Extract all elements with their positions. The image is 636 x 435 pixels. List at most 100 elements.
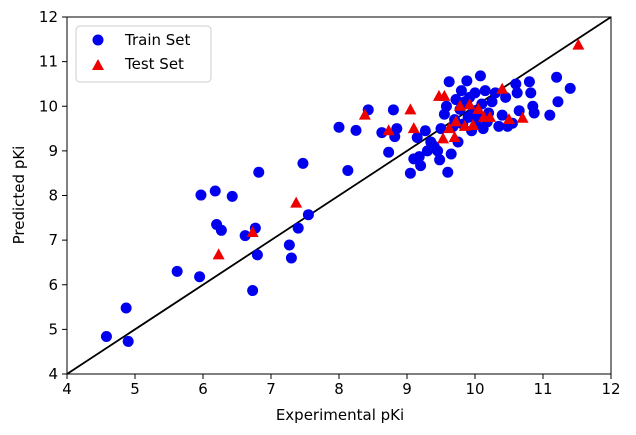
x-tick-label: 12 — [601, 380, 620, 398]
legend-train-label: Train Set — [124, 31, 191, 49]
train-point — [376, 127, 388, 139]
y-axis-label: Predicted pKi — [10, 146, 28, 245]
y-tick-label: 12 — [39, 8, 58, 26]
legend-train-marker — [92, 34, 104, 46]
train-point — [461, 75, 473, 87]
train-point — [404, 167, 416, 179]
y-tick-label: 9 — [48, 142, 58, 160]
train-point — [435, 123, 447, 135]
train-point — [434, 154, 446, 166]
train-point — [215, 224, 227, 236]
train-point — [226, 190, 238, 202]
y-tick-label: 7 — [48, 231, 58, 249]
train-point — [469, 87, 481, 99]
train-point — [302, 209, 314, 221]
train-point — [251, 249, 263, 261]
train-point — [442, 166, 454, 178]
test-point — [496, 82, 509, 94]
train-point — [551, 71, 563, 83]
test-point — [503, 113, 515, 125]
test-point — [404, 103, 417, 115]
x-tick-label: 7 — [266, 380, 276, 398]
test-point — [516, 111, 529, 123]
train-point — [285, 252, 297, 264]
y-tick-label: 11 — [39, 53, 58, 71]
test-point — [454, 99, 467, 111]
train-point — [525, 87, 537, 99]
train-point — [122, 335, 134, 347]
train-point — [432, 145, 444, 157]
test-point — [463, 98, 476, 110]
train-point — [415, 160, 427, 172]
train-point — [297, 157, 309, 169]
train-point — [455, 85, 467, 97]
train-point — [171, 265, 183, 277]
train-point — [493, 120, 505, 132]
train-point — [239, 230, 251, 242]
train-point — [419, 125, 431, 137]
ticks-layer: 4 5 6 7 8 9 10 11 12 4 5 6 7 8 9 10 11 12 — [39, 8, 621, 398]
legend-test-label: Test Set — [124, 55, 184, 73]
train-point — [387, 104, 399, 116]
x-tick-label: 8 — [334, 380, 344, 398]
train-point — [411, 131, 423, 143]
x-tick-label: 5 — [130, 380, 140, 398]
train-point — [511, 87, 523, 99]
x-tick-label: 4 — [62, 380, 72, 398]
test-point — [458, 119, 471, 131]
test-point — [438, 89, 451, 101]
train-point — [209, 185, 221, 197]
train-point — [383, 146, 395, 158]
y-tick-label: 8 — [48, 187, 58, 205]
train-point — [195, 189, 207, 201]
train-point — [342, 165, 354, 177]
train-point — [564, 82, 576, 94]
train-point — [544, 109, 556, 121]
y-tick-label: 5 — [48, 320, 58, 338]
x-axis-label: Experimental pKi — [276, 406, 404, 424]
train-point — [489, 87, 501, 99]
legend-test-marker — [92, 59, 104, 70]
train-point — [253, 166, 265, 178]
train-point — [333, 121, 345, 133]
test-point — [572, 38, 585, 50]
test-point — [290, 196, 303, 208]
legend: Train Set Test Set — [75, 25, 212, 83]
train-point — [247, 285, 259, 297]
train-point — [474, 70, 486, 82]
y-tick-label: 10 — [39, 97, 58, 115]
train-point — [486, 96, 498, 108]
test-point — [443, 122, 456, 134]
x-tick-label: 10 — [465, 380, 484, 398]
train-point — [194, 271, 206, 283]
train-point — [523, 76, 535, 88]
train-point — [496, 109, 508, 121]
train-point — [292, 222, 304, 234]
test-point — [358, 108, 371, 120]
x-tick-label: 9 — [402, 380, 412, 398]
data-points-layer — [100, 38, 585, 347]
identity-line — [66, 16, 612, 375]
test-point — [407, 122, 420, 134]
y-tick-label: 4 — [48, 365, 58, 383]
test-point — [246, 226, 259, 238]
train-point — [500, 91, 512, 103]
train-point — [443, 76, 455, 88]
train-point — [445, 148, 457, 160]
test-point — [212, 248, 225, 260]
train-point — [479, 85, 491, 97]
test-point — [472, 102, 485, 114]
legend-box — [75, 25, 212, 83]
test-point — [483, 110, 496, 122]
train-point — [552, 96, 564, 108]
test-point — [437, 132, 450, 144]
x-tick-label: 6 — [198, 380, 208, 398]
train-point — [283, 239, 295, 251]
identity-line-layer — [66, 16, 612, 375]
test-point — [382, 124, 395, 136]
test-point — [466, 118, 479, 130]
train-point — [100, 331, 112, 343]
train-point — [528, 107, 540, 119]
test-point — [449, 115, 462, 127]
